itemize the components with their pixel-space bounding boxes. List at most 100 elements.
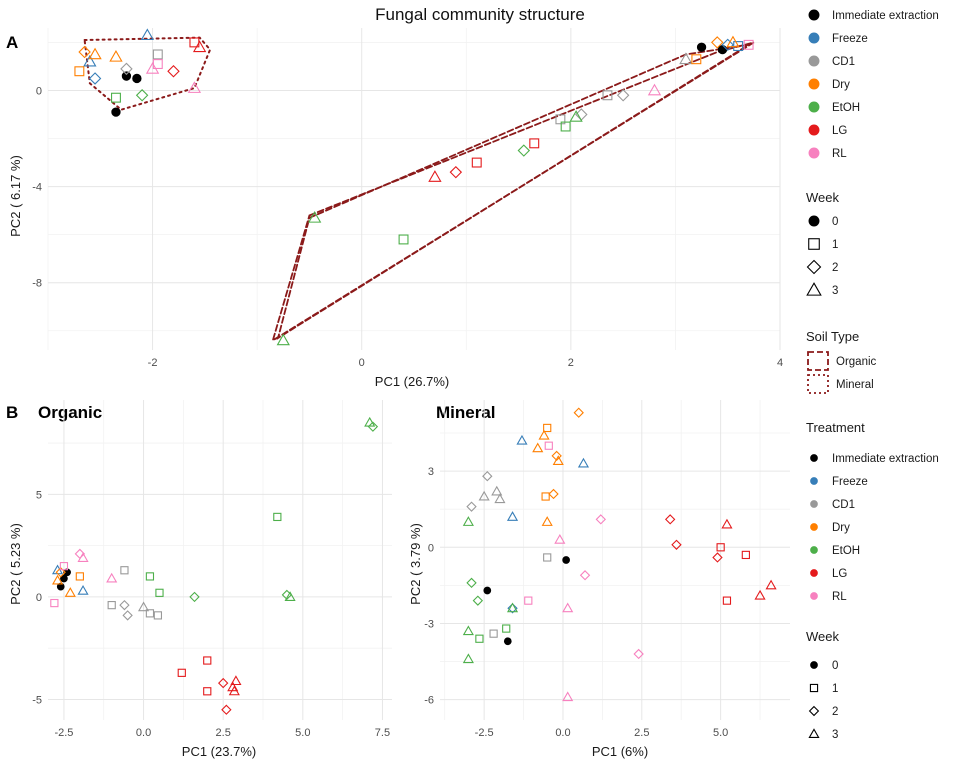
panel-a-ticks: -2 0 2 4 0 -4 -8 (32, 85, 783, 369)
legend-week-label: 1 (832, 683, 838, 695)
data-point (230, 675, 242, 686)
legend-top: Immediate extraction Freeze CD1 Dry EtOH LG RL… (806, 9, 939, 394)
data-point (120, 566, 129, 575)
x-tick-label: 4 (777, 357, 783, 369)
data-point (562, 556, 570, 564)
panel-b-organic-subtitle: Organic (38, 403, 102, 422)
data-point (145, 572, 155, 581)
y-tick-label: -8 (32, 278, 42, 290)
y-tick-label: 0 (36, 85, 42, 97)
data-point (507, 603, 518, 614)
data-point (579, 570, 591, 581)
legend-week-label: 0 (832, 660, 838, 672)
data-point (691, 54, 702, 65)
data-point (560, 121, 571, 132)
legend-week-label: 0 (832, 216, 838, 228)
data-point (765, 579, 777, 590)
legend-week-title: Week (806, 190, 839, 205)
legend-treatment-key (808, 101, 820, 113)
x-tick-label: 0 (359, 357, 365, 369)
mineral-x-axis-label: PC1 (6%) (592, 744, 648, 759)
data-point (494, 493, 506, 504)
data-point (78, 45, 91, 59)
y-tick-label: -5 (32, 694, 42, 706)
legend-week-label: 2 (832, 262, 838, 274)
data-point (120, 62, 133, 76)
data-point (616, 89, 630, 102)
panel-label-a: A (6, 33, 18, 52)
x-tick-label: 0.0 (555, 727, 570, 739)
data-point (50, 598, 59, 608)
legend-week-title: Week (806, 629, 839, 644)
data-point (726, 35, 740, 48)
x-tick-label: -2 (148, 357, 158, 369)
data-point (733, 41, 744, 51)
data-point (524, 596, 533, 605)
panel-b-organic: B Organic -2.5 0.0 2.5 5.0 7.5 5 0 -5 PC1 (23.7… (6, 400, 392, 759)
panel-b-mineral: Mineral -2.5 0.0 2.5 5.0 3 0 -3 -6 PC1 (6%) PC2… (408, 400, 790, 759)
data-point (573, 407, 584, 418)
data-point (529, 138, 540, 149)
legend-bottom: Treatment Immediate extraction Freeze CD1 Dr… (806, 420, 939, 741)
data-point (595, 514, 606, 525)
data-point (577, 457, 590, 468)
data-point (516, 434, 528, 445)
legend-week-key (808, 728, 820, 739)
data-point (74, 66, 85, 77)
data-point (562, 602, 574, 613)
data-point (475, 634, 484, 643)
legend-soil-label: Organic (836, 356, 877, 368)
chart-title: Fungal community structure (375, 5, 585, 24)
legend-week-key (809, 683, 819, 693)
organic-grid (48, 400, 392, 720)
data-point (538, 429, 550, 440)
legend-week-label: 2 (832, 706, 838, 718)
data-point (228, 685, 240, 696)
data-point (664, 514, 676, 525)
organic-points (50, 416, 379, 715)
data-point (482, 471, 493, 482)
data-point (754, 589, 766, 600)
data-point (140, 28, 155, 41)
legend-treatment-key (810, 454, 818, 462)
data-point (489, 629, 498, 638)
panel-label-b: B (6, 403, 18, 422)
data-point (367, 421, 379, 432)
data-point (107, 601, 116, 610)
legend-treatment-label: Dry (832, 522, 850, 534)
legend-week-key (808, 705, 820, 717)
y-tick-label: -6 (424, 695, 434, 707)
legend-treatment-label: LG (832, 125, 847, 137)
data-point (541, 492, 550, 501)
x-tick-label: 2.5 (634, 727, 649, 739)
data-point (203, 687, 212, 696)
data-point (132, 73, 142, 84)
legend-week-label: 3 (832, 285, 838, 297)
data-point (153, 611, 163, 620)
y-tick-label: 3 (428, 466, 434, 478)
legend-treatment-key (810, 592, 818, 600)
legend-treatment-key (808, 9, 820, 21)
data-point (491, 485, 503, 496)
x-tick-label: 5.0 (713, 727, 728, 739)
data-point (671, 539, 682, 550)
data-point (122, 610, 133, 621)
data-point (203, 656, 212, 665)
data-point (716, 543, 725, 552)
x-tick-label: 7.5 (375, 727, 390, 739)
data-point (532, 442, 544, 453)
legend-mineral-key (807, 374, 829, 394)
legend-treatment-key (810, 569, 818, 577)
legend-week-key (806, 282, 822, 296)
data-point (109, 50, 123, 62)
x-tick-label: 5.0 (295, 727, 310, 739)
data-point (119, 599, 130, 611)
legend-treatment-title: Treatment (806, 420, 865, 435)
data-point (449, 165, 463, 179)
organic-hull (276, 43, 750, 340)
data-point (471, 157, 482, 168)
data-point (75, 572, 84, 581)
legend-week-key (810, 661, 818, 669)
data-point (77, 585, 89, 595)
